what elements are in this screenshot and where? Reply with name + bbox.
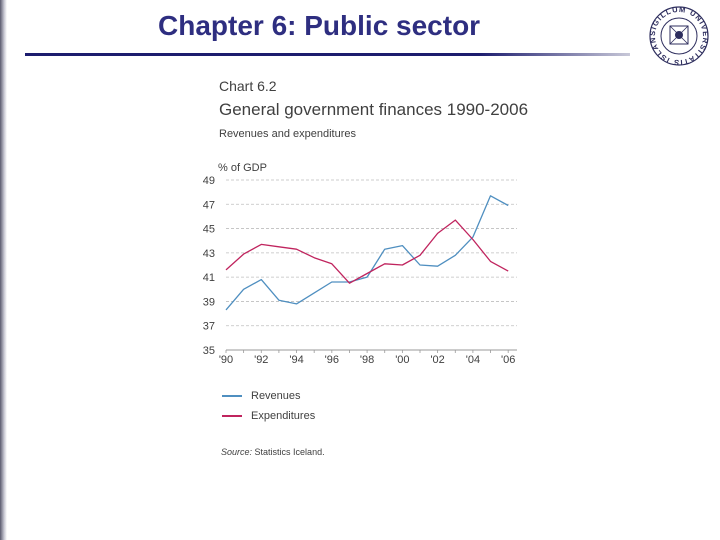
x-tick-label: '94 [289,354,303,366]
y-tick-label: 39 [203,296,215,308]
source-label: Source: [221,447,253,457]
x-tick-label: '98 [360,354,374,366]
series-line-expenditures [225,219,509,284]
title-underline [25,53,630,56]
legend-item-revenues: Revenues [222,390,301,402]
x-tick-label: '96 [325,354,339,366]
chart-source: Source: Statistics Iceland. [221,447,325,457]
y-tick-label: 49 [203,175,215,187]
x-tick-label: '04 [466,354,480,366]
slide-title: Chapter 6: Public sector [158,10,481,41]
legend-item-expenditures: Expenditures [222,410,315,422]
chart-series [225,195,509,311]
y-tick-label: 41 [203,272,215,284]
chart-subtitle: Revenues and expenditures [219,128,356,140]
x-tick-label: '06 [501,354,515,366]
university-seal-logo: SIGILLUM UNIVERSITATIS ISLANDIAE [648,4,709,67]
y-tick-label: 35 [203,345,215,357]
x-tick-label: '02 [430,354,444,366]
chart-grid [226,179,517,327]
x-tick-label: '92 [254,354,268,366]
legend-swatch-revenues [222,395,242,397]
legend-label-revenues: Revenues [251,390,301,402]
series-line-revenues [225,195,509,311]
y-tick-label: 37 [203,321,215,333]
legend-swatch-expenditures [222,415,242,417]
y-tick-label: 47 [203,199,215,211]
x-tick-label: '00 [395,354,409,366]
y-tick-label: 43 [203,248,215,260]
chart-title: General government finances 1990-2006 [219,100,529,119]
x-tick-label: '90 [219,354,233,366]
y-tick-label: 45 [203,224,215,236]
slide-left-border [0,0,7,540]
y-axis-label: % of GDP [218,162,267,174]
source-text: Statistics Iceland. [254,447,325,457]
legend-label-expenditures: Expenditures [251,410,316,422]
chart-number: Chart 6.2 [219,78,277,94]
